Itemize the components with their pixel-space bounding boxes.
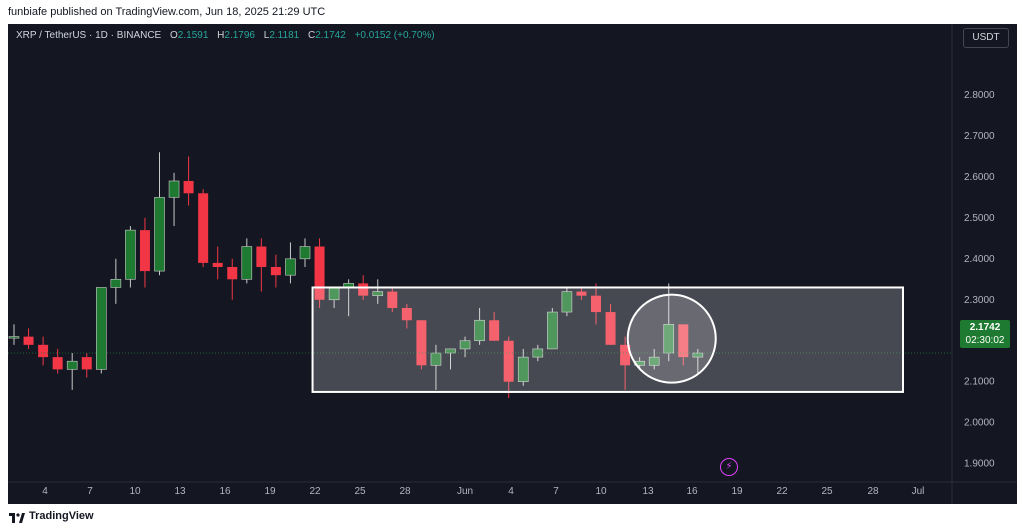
candle-body xyxy=(241,246,253,280)
x-tick-label: 13 xyxy=(642,486,654,497)
candle-body xyxy=(489,320,500,341)
candle-body xyxy=(445,348,456,354)
candle-body xyxy=(620,344,631,366)
candle-body xyxy=(125,229,136,280)
x-tick-label: 16 xyxy=(686,486,698,497)
candle-body xyxy=(387,291,398,308)
x-tick-label: 22 xyxy=(309,486,321,497)
symbol-name: XRP / TetherUS · 1D · BINANCE xyxy=(16,30,162,41)
x-tick-label: 7 xyxy=(87,486,93,497)
last-price-badge: 2.1742 02:30:02 xyxy=(960,320,1010,348)
low-value: 2.1181 xyxy=(269,30,300,41)
candle-body xyxy=(459,340,471,350)
candle-body xyxy=(591,295,601,313)
candle-body xyxy=(198,193,209,263)
candle-body xyxy=(416,320,427,366)
candle-body xyxy=(96,287,107,370)
candle-body xyxy=(430,352,442,366)
open-value: 2.1591 xyxy=(177,30,209,41)
y-tick-label: 2.7000 xyxy=(964,131,995,142)
candle-body xyxy=(576,291,587,296)
candle-body xyxy=(256,246,267,267)
candle-body xyxy=(314,246,325,300)
candle-body xyxy=(110,278,122,288)
x-tick-label: 28 xyxy=(867,486,879,497)
y-tick-label: 1.9000 xyxy=(964,459,995,470)
high-value: 2.1796 xyxy=(224,30,255,41)
candle-body xyxy=(474,319,485,342)
publication-bar: funbiafe published on TradingView.com, J… xyxy=(0,0,1024,24)
y-tick-label: 2.3000 xyxy=(964,295,995,306)
x-tick-label: 13 xyxy=(174,486,186,497)
y-tick-label: 2.0000 xyxy=(964,418,995,429)
chart-panel[interactable]: 2.80002.70002.60002.50002.40002.30002.20… xyxy=(8,24,1017,504)
x-tick-label: 28 xyxy=(399,486,411,497)
close-value: 2.1742 xyxy=(315,30,346,41)
lightning-icon[interactable]: ⚡ xyxy=(720,458,738,476)
highlight-circle xyxy=(626,293,717,384)
candle-body xyxy=(52,357,63,370)
candle-body xyxy=(503,340,514,382)
tradingview-brand: TradingView xyxy=(29,510,94,522)
x-tick-label: 4 xyxy=(508,486,514,497)
y-tick-label: 2.1000 xyxy=(964,377,995,388)
symbol-legend: XRP / TetherUS · 1D · BINANCE O2.1591 H2… xyxy=(16,30,435,41)
x-tick-label: 10 xyxy=(129,486,141,497)
candle-body xyxy=(285,258,296,276)
candle-body xyxy=(692,352,704,358)
candle-body xyxy=(605,312,616,345)
candle-body xyxy=(139,230,150,272)
x-tick-label: 16 xyxy=(219,486,231,497)
candle-body xyxy=(270,267,281,276)
candle-body xyxy=(38,344,49,358)
publication-text: funbiafe published on TradingView.com, J… xyxy=(8,6,326,18)
candle-body xyxy=(299,246,311,260)
x-tick-label: Jun xyxy=(457,486,473,497)
candle-body xyxy=(358,283,369,296)
x-tick-label: Jul xyxy=(912,486,925,497)
candle-body xyxy=(547,311,558,350)
y-tick-label: 2.8000 xyxy=(964,90,995,101)
low-label: L xyxy=(263,30,270,41)
x-tick-label: 19 xyxy=(731,486,743,497)
candle-body xyxy=(8,336,20,339)
x-tick-label: 4 xyxy=(42,486,48,497)
close-label: C xyxy=(307,30,316,41)
change-value: +0.0152 (+0.70%) xyxy=(354,30,435,41)
x-tick-label: 25 xyxy=(821,486,833,497)
price-chart[interactable]: 2.80002.70002.60002.50002.40002.30002.20… xyxy=(8,24,1017,504)
candle-body xyxy=(212,262,223,267)
footer-bar: TradingView xyxy=(0,504,1024,532)
candle-body xyxy=(648,356,660,366)
candle-body xyxy=(372,291,384,296)
candle-body xyxy=(23,336,34,345)
open-label: O xyxy=(170,30,178,41)
candle-body xyxy=(517,356,529,382)
candle-body xyxy=(183,180,194,194)
x-tick-label: 22 xyxy=(776,486,788,497)
candle-body xyxy=(66,360,78,370)
x-tick-label: 7 xyxy=(553,486,559,497)
x-tick-label: 10 xyxy=(595,486,607,497)
x-tick-label: 25 xyxy=(354,486,366,497)
currency-button[interactable]: USDT xyxy=(963,28,1009,48)
last-price-value: 2.1742 xyxy=(969,322,1001,333)
candle-body xyxy=(154,197,165,272)
bar-countdown: 02:30:02 xyxy=(965,335,1005,346)
candle-body xyxy=(227,267,238,280)
x-tick-label: 19 xyxy=(264,486,276,497)
y-tick-label: 2.5000 xyxy=(964,213,995,224)
candle-body xyxy=(168,180,180,198)
y-tick-label: 2.4000 xyxy=(964,254,995,265)
candle-body xyxy=(401,307,412,321)
candle-body xyxy=(678,324,689,358)
range-box xyxy=(311,286,904,393)
candle-body xyxy=(561,291,573,313)
candle-body xyxy=(81,357,92,370)
y-tick-label: 2.6000 xyxy=(964,172,995,183)
tradingview-logo-icon xyxy=(9,513,25,523)
high-label: H xyxy=(217,30,225,41)
